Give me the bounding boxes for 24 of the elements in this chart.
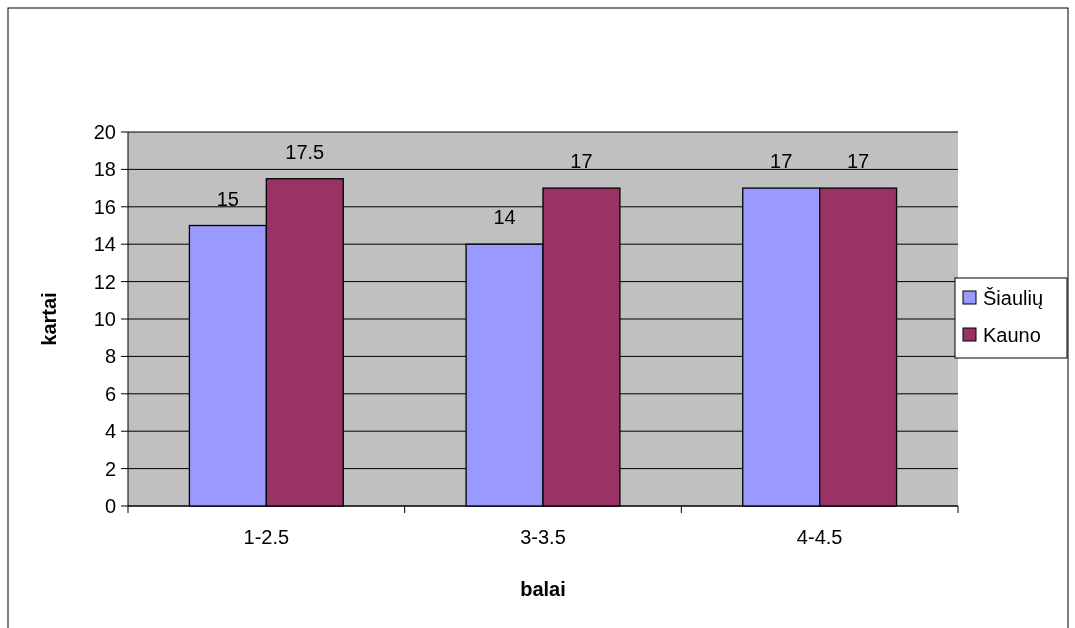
legend-label: Kauno: [983, 324, 1041, 346]
data-label: 15: [216, 187, 239, 210]
y-tick-label: 18: [93, 158, 116, 181]
x-tick-label: 3-3.5: [520, 526, 566, 548]
y-tick-label: 2: [104, 457, 116, 480]
x-tick-label: 4-4.5: [796, 526, 843, 548]
legend-label: Šiaulių: [983, 287, 1044, 309]
x-tick-label: 1-2.5: [243, 526, 290, 548]
data-label: 14: [493, 206, 516, 229]
y-tick-label: 8: [104, 345, 116, 368]
x-axis-title: balai: [520, 578, 566, 600]
data-label: 17.5: [285, 140, 325, 163]
y-axis-title: kartai: [38, 292, 60, 346]
y-tick-label: 6: [104, 382, 116, 405]
data-label: 17: [847, 150, 870, 173]
y-tick-label: 12: [93, 270, 116, 293]
y-tick-label: 4: [104, 420, 116, 443]
data-label: 17: [770, 150, 793, 173]
y-tick-label: 20: [93, 121, 116, 143]
data-label: 17: [570, 150, 593, 173]
y-tick-label: 14: [93, 233, 116, 256]
y-tick-label: 10: [93, 308, 116, 330]
y-tick-label: 0: [104, 495, 116, 517]
y-tick-label: 16: [93, 195, 116, 218]
